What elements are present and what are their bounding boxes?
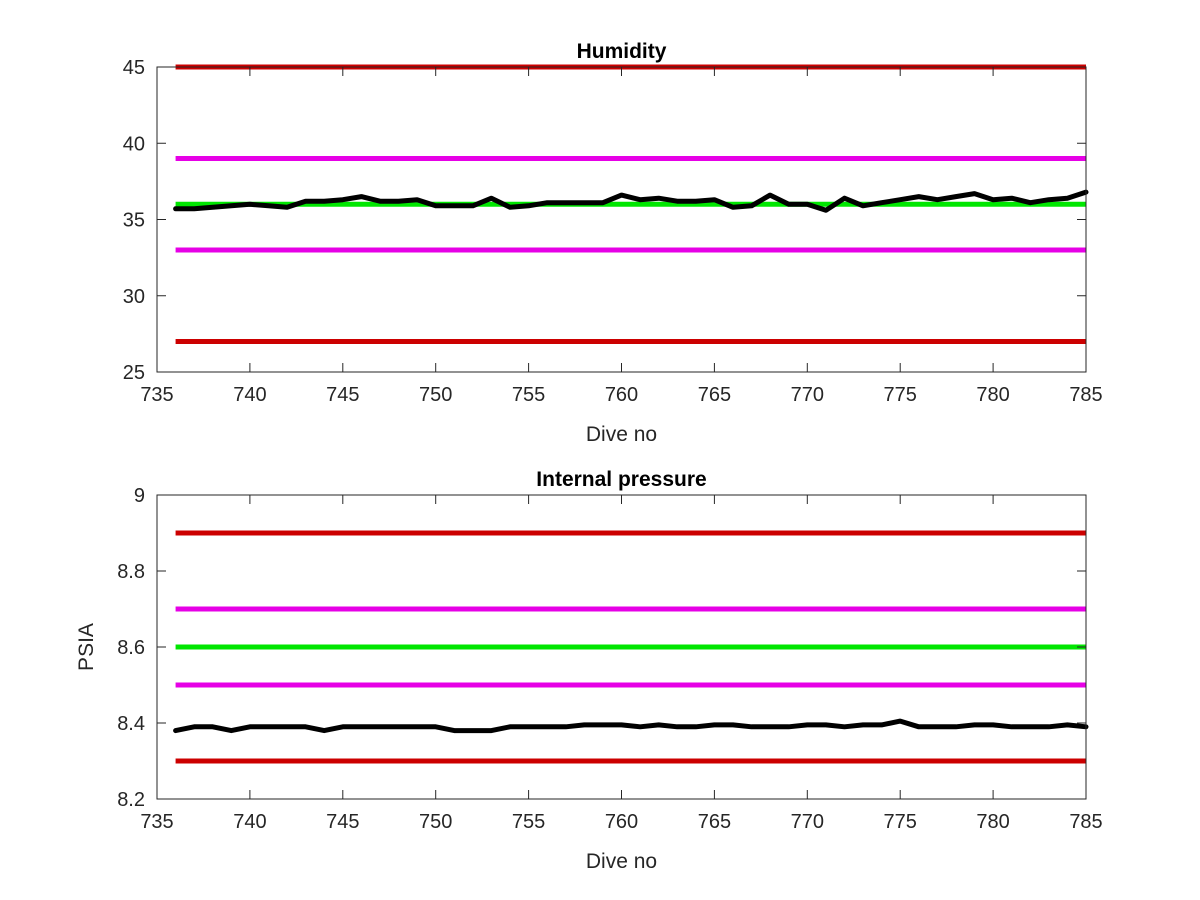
humidity-x-tick-label: 785 (1069, 384, 1102, 406)
pressure-x-tick-label: 740 (233, 811, 266, 833)
humidity-x-ticks: 735 740 745 750 755 760 765 770 775 780 785 (140, 67, 1103, 406)
pressure-y-tick-label: 8.8 (117, 561, 145, 583)
humidity-x-tick-label: 735 (140, 384, 173, 406)
humidity-y-tick-label: 30 (123, 286, 145, 308)
pressure-y-ticks: 8.2 8.4 8.6 8.8 9 (117, 485, 1086, 811)
humidity-plot-area (157, 67, 1086, 372)
pressure-x-tick-label: 755 (512, 811, 545, 833)
humidity-x-axis-label: Dive no (586, 423, 657, 446)
pressure-y-axis-label: PSIA (75, 623, 98, 671)
pressure-x-tick-label: 745 (326, 811, 359, 833)
pressure-x-ticks: 735 740 745 750 755 760 765 770 775 780 785 (140, 495, 1103, 833)
humidity-x-tick-label: 770 (791, 384, 824, 406)
humidity-y-tick-label: 40 (123, 133, 145, 155)
humidity-series-group (173, 189, 1089, 213)
pressure-x-tick-label: 735 (140, 811, 173, 833)
pressure-y-tick-label: 8.4 (117, 713, 145, 735)
humidity-x-tick-label: 780 (976, 384, 1009, 406)
pressure-title: Internal pressure (536, 468, 706, 491)
pressure-series-line-0 (173, 718, 1089, 734)
pressure-series-group (173, 718, 1089, 734)
internal-pressure-panel: 735 740 745 750 755 760 765 770 775 780 785 8.2 8.4… (75, 468, 1103, 873)
humidity-x-tick-label: 755 (512, 384, 545, 406)
pressure-x-tick-label: 770 (791, 811, 824, 833)
humidity-x-tick-label: 775 (884, 384, 917, 406)
pressure-y-tick-label: 8.6 (117, 637, 145, 659)
humidity-x-tick-label: 740 (233, 384, 266, 406)
humidity-y-ticks: 25 30 35 40 45 (123, 57, 1086, 384)
humidity-panel: 735 740 745 750 755 760 765 770 775 780 785 25 30 35… (123, 40, 1103, 446)
humidity-y-tick-label: 45 (123, 57, 145, 79)
pressure-x-tick-label: 750 (419, 811, 452, 833)
pressure-x-tick-label: 785 (1069, 811, 1102, 833)
humidity-series-line-0 (173, 189, 1089, 213)
humidity-y-tick-label: 25 (123, 362, 145, 384)
pressure-x-tick-label: 760 (605, 811, 638, 833)
pressure-x-axis-label: Dive no (586, 850, 657, 873)
pressure-y-tick-label: 8.2 (117, 789, 145, 811)
humidity-x-tick-label: 760 (605, 384, 638, 406)
humidity-x-tick-label: 765 (698, 384, 731, 406)
pressure-x-tick-label: 775 (884, 811, 917, 833)
pressure-y-tick-label: 9 (134, 485, 145, 507)
humidity-title: Humidity (577, 40, 667, 63)
humidity-x-tick-label: 750 (419, 384, 452, 406)
humidity-x-tick-label: 745 (326, 384, 359, 406)
pressure-x-tick-label: 765 (698, 811, 731, 833)
humidity-y-tick-label: 35 (123, 210, 145, 232)
pressure-reference-lines (175, 530, 1086, 764)
pressure-x-tick-label: 780 (976, 811, 1009, 833)
